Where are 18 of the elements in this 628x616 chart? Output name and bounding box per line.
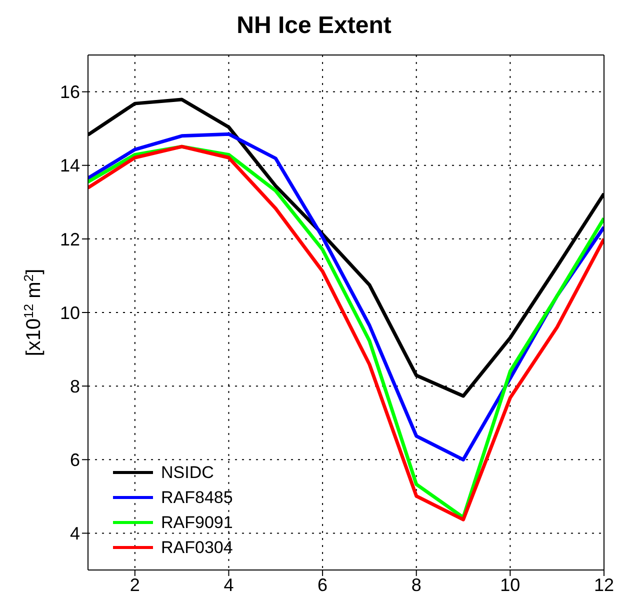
legend-label: RAF0304 bbox=[161, 537, 233, 559]
chart-title: NH Ice Extent bbox=[236, 11, 392, 41]
y-tick-label: 8 bbox=[70, 376, 80, 396]
x-tick-label: 4 bbox=[224, 574, 234, 595]
legend-label: RAF9091 bbox=[161, 512, 233, 534]
legend-label: RAF8485 bbox=[161, 487, 233, 509]
y-tick-label: 6 bbox=[70, 450, 80, 470]
y-tick-label: 12 bbox=[60, 229, 80, 250]
x-tick-label: 6 bbox=[318, 574, 328, 595]
x-tick-label: 8 bbox=[411, 574, 422, 595]
legend-label: NSIDC bbox=[161, 462, 214, 484]
x-tick-label: 10 bbox=[500, 574, 520, 595]
y-tick-label: 16 bbox=[60, 82, 80, 102]
x-tick-label: 2 bbox=[130, 574, 140, 595]
y-tick-label: 4 bbox=[70, 524, 80, 544]
x-tick-label: 12 bbox=[594, 574, 614, 595]
y-tick-label: 10 bbox=[60, 302, 80, 323]
y-tick-label: 14 bbox=[60, 156, 80, 176]
